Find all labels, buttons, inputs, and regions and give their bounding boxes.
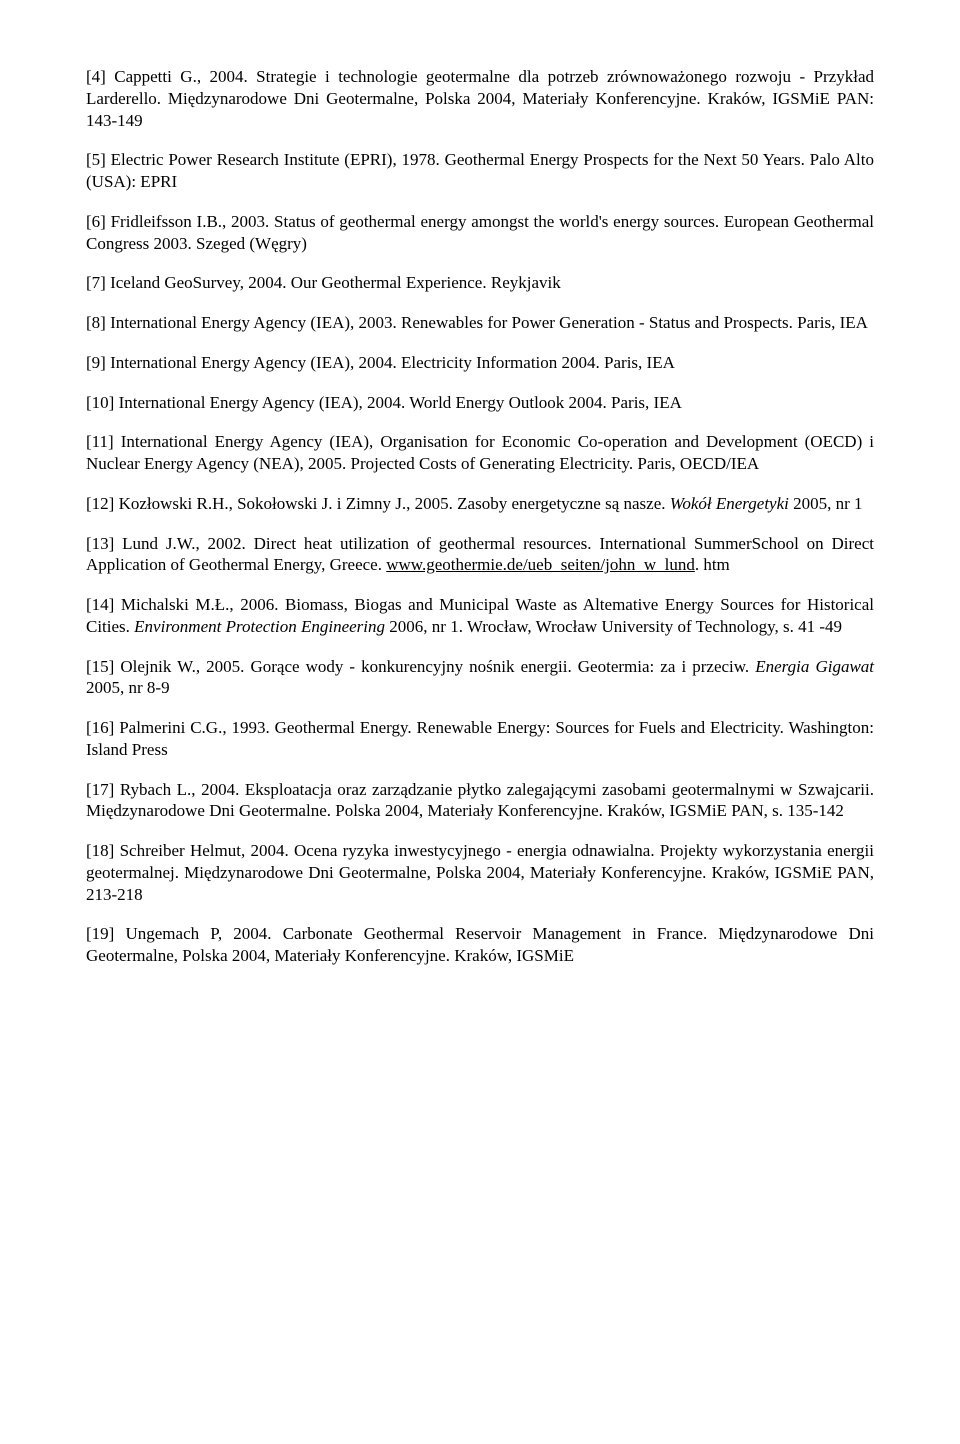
reference-13: [13] Lund J.W., 2002. Direct heat utiliz…: [86, 533, 874, 577]
reference-7: [7] Iceland GeoSurvey, 2004. Our Geother…: [86, 272, 874, 294]
reference-17: [17] Rybach L., 2004. Eksploatacja oraz …: [86, 779, 874, 823]
reference-text-pre: [12] Kozłowski R.H., Sokołowski J. i Zim…: [86, 494, 670, 513]
reference-text-post: 2006, nr 1. Wrocław, Wrocław University …: [385, 617, 842, 636]
reference-text: [16] Palmerini C.G., 1993. Geothermal En…: [86, 718, 874, 759]
reference-19: [19] Ungemach P, 2004. Carbonate Geother…: [86, 923, 874, 967]
reference-text: [7] Iceland GeoSurvey, 2004. Our Geother…: [86, 273, 561, 292]
reference-text: [18] Schreiber Helmut, 2004. Ocena ryzyk…: [86, 841, 874, 904]
reference-6: [6] Fridleifsson I.B., 2003. Status of g…: [86, 211, 874, 255]
reference-8: [8] International Energy Agency (IEA), 2…: [86, 312, 874, 334]
reference-text: [17] Rybach L., 2004. Eksploatacja oraz …: [86, 780, 874, 821]
reference-text: [19] Ungemach P, 2004. Carbonate Geother…: [86, 924, 874, 965]
reference-journal-title: Wokół Energetyki: [670, 494, 789, 513]
reference-text: [10] International Energy Agency (IEA), …: [86, 393, 682, 412]
reference-text: [6] Fridleifsson I.B., 2003. Status of g…: [86, 212, 874, 253]
reference-text-post: . htm: [695, 555, 730, 574]
reference-text: [11] International Energy Agency (IEA), …: [86, 432, 874, 473]
reference-journal-title: Energia Gigawat: [755, 657, 874, 676]
reference-14: [14] Michalski M.Ł., 2006. Biomass, Biog…: [86, 594, 874, 638]
reference-15: [15] Olejnik W., 2005. Gorące wody - kon…: [86, 656, 874, 700]
reference-journal-title: Environment Protection Engineering: [134, 617, 385, 636]
reference-18: [18] Schreiber Helmut, 2004. Ocena ryzyk…: [86, 840, 874, 905]
reference-5: [5] Electric Power Research Institute (E…: [86, 149, 874, 193]
reference-link[interactable]: www.geothermie.de/ueb_seiten/john_w_lund: [386, 555, 695, 574]
reference-4: [4] Cappetti G., 2004. Strategie i techn…: [86, 66, 874, 131]
reference-12: [12] Kozłowski R.H., Sokołowski J. i Zim…: [86, 493, 874, 515]
reference-9: [9] International Energy Agency (IEA), 2…: [86, 352, 874, 374]
reference-11: [11] International Energy Agency (IEA), …: [86, 431, 874, 475]
reference-10: [10] International Energy Agency (IEA), …: [86, 392, 874, 414]
reference-text-post: 2005, nr 8-9: [86, 678, 170, 697]
reference-text: [8] International Energy Agency (IEA), 2…: [86, 313, 868, 332]
reference-16: [16] Palmerini C.G., 1993. Geothermal En…: [86, 717, 874, 761]
reference-text: [4] Cappetti G., 2004. Strategie i techn…: [86, 67, 874, 130]
reference-text-post: 2005, nr 1: [789, 494, 863, 513]
reference-text-pre: [15] Olejnik W., 2005. Gorące wody - kon…: [86, 657, 755, 676]
reference-text: [5] Electric Power Research Institute (E…: [86, 150, 874, 191]
reference-text: [9] International Energy Agency (IEA), 2…: [86, 353, 675, 372]
